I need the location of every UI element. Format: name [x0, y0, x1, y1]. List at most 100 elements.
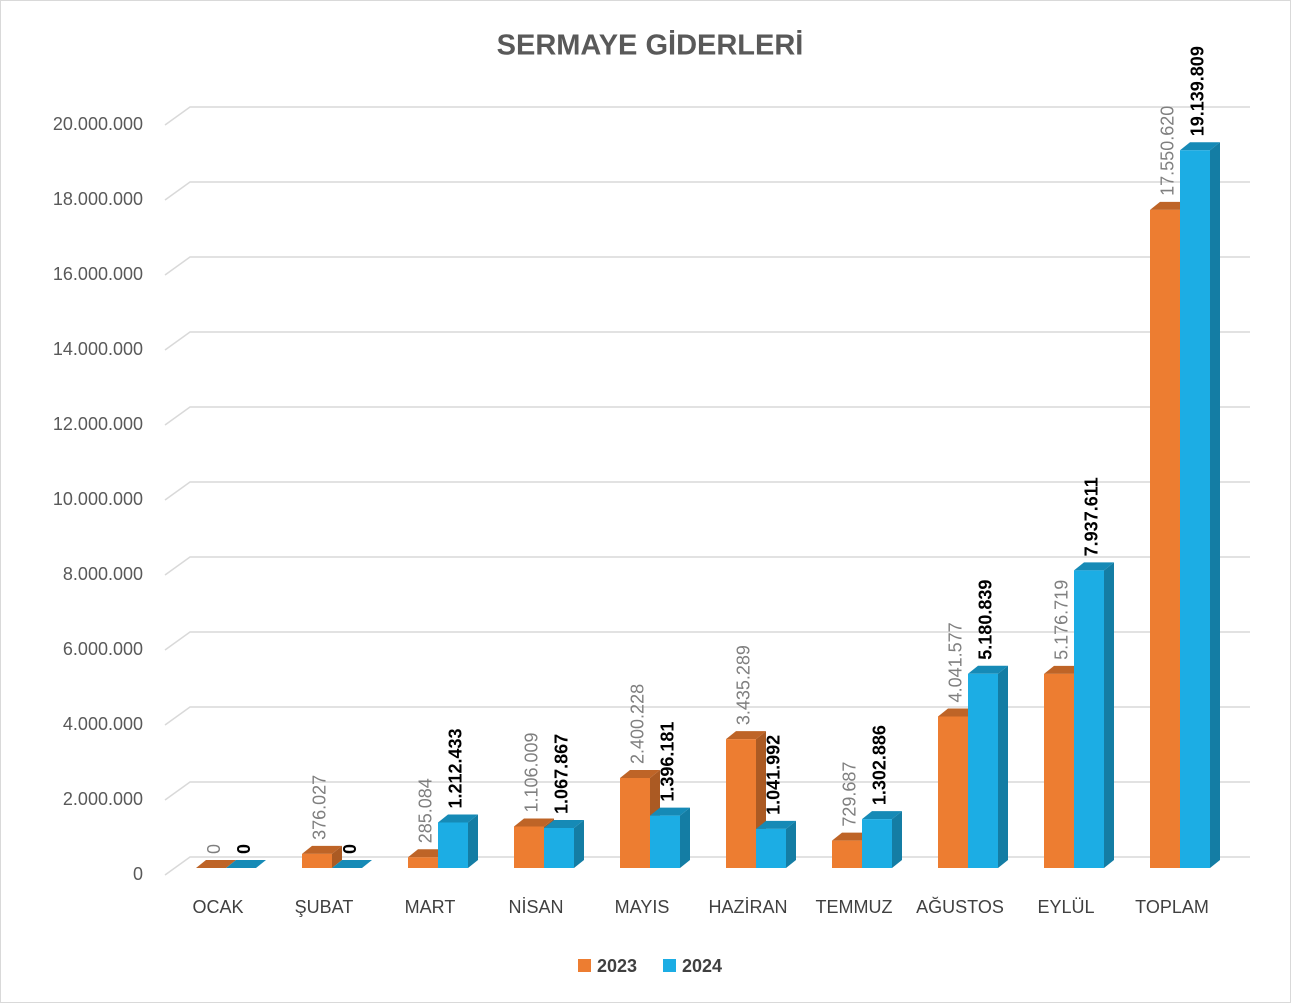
legend-label: 2023 — [597, 956, 637, 976]
x-tick-label: OCAK — [192, 897, 243, 917]
x-tick-label: HAZİRAN — [708, 897, 787, 917]
bar-side — [680, 807, 690, 868]
grid-line — [164, 706, 1250, 726]
bar-top — [544, 819, 584, 828]
x-tick-label: TEMMUZ — [816, 897, 893, 917]
value-label: 1.302.886 — [870, 725, 890, 805]
value-label: 5.176.719 — [1052, 580, 1072, 660]
x-tick-label: ŞUBAT — [295, 897, 354, 917]
x-tick-label: MART — [405, 897, 456, 917]
bar — [544, 819, 584, 868]
bar-top — [302, 845, 342, 854]
value-label: 285.084 — [416, 778, 436, 843]
y-tick-label: 0 — [133, 864, 143, 884]
bar-side — [998, 665, 1008, 868]
bar — [968, 665, 1008, 868]
value-label: 1.106.009 — [522, 732, 542, 812]
grid-line — [164, 631, 1250, 651]
bar — [756, 820, 796, 868]
bar-front — [620, 777, 650, 868]
legend-swatch — [663, 959, 676, 972]
bar-side — [786, 820, 796, 868]
y-tick-label: 4.000.000 — [63, 714, 143, 734]
grid-line — [164, 406, 1250, 426]
bar-side — [1104, 562, 1114, 868]
bar — [438, 814, 478, 868]
bar-top — [968, 665, 1008, 674]
grid-line — [164, 331, 1250, 351]
y-tick-label: 2.000.000 — [63, 789, 143, 809]
bar — [650, 807, 690, 868]
grid-line — [164, 781, 1250, 801]
bar-side — [332, 845, 342, 868]
bar-top — [438, 814, 478, 823]
value-label: 1.212.433 — [446, 728, 466, 808]
bar-top — [332, 860, 372, 868]
value-label: 5.180.839 — [976, 580, 996, 660]
grid-line — [164, 556, 1250, 576]
bar-top — [226, 860, 266, 868]
bar — [1074, 562, 1114, 868]
bar — [1180, 142, 1220, 869]
x-tick-label: TOPLAM — [1135, 897, 1209, 917]
legend-swatch — [578, 959, 591, 972]
bar — [196, 860, 236, 868]
y-tick-label: 18.000.000 — [53, 189, 143, 209]
bar — [862, 811, 902, 868]
value-label: 19.139.809 — [1188, 46, 1208, 136]
value-label: 0 — [234, 844, 254, 854]
bar-front — [302, 853, 332, 868]
bar-front — [408, 857, 438, 868]
value-label: 7.937.611 — [1082, 477, 1102, 556]
bar-top — [1074, 562, 1114, 571]
bar-front — [832, 840, 862, 868]
grid-line — [164, 481, 1250, 501]
bar-front — [544, 827, 574, 868]
bar-front — [726, 739, 756, 868]
bar-top — [650, 807, 690, 816]
value-label: 1.396.181 — [658, 722, 678, 802]
bar-front — [1150, 209, 1180, 868]
x-tick-label: NİSAN — [508, 897, 563, 917]
value-label: 1.067.867 — [552, 734, 572, 814]
value-label: 2.400.228 — [628, 684, 648, 764]
legend-label: 2024 — [682, 956, 722, 976]
bar-top — [756, 820, 796, 829]
x-tick-label: AĞUSTOS — [916, 896, 1004, 917]
bar-top — [620, 769, 660, 778]
value-label: 729.687 — [840, 762, 860, 827]
bar-top — [726, 731, 766, 740]
bar-side — [892, 811, 902, 868]
bar-front — [650, 815, 680, 868]
bar-front — [1044, 673, 1074, 868]
y-tick-label: 8.000.000 — [63, 564, 143, 584]
chart-title: SERMAYE GİDERLERİ — [497, 30, 804, 62]
y-tick-label: 16.000.000 — [53, 264, 143, 284]
x-tick-label: MAYIS — [615, 897, 670, 917]
value-label: 17.550.620 — [1158, 106, 1178, 196]
bar — [332, 860, 372, 868]
bar-front — [938, 716, 968, 868]
bar-front — [968, 673, 998, 868]
bar-top — [862, 811, 902, 820]
y-tick-label: 14.000.000 — [53, 339, 143, 359]
value-label: 376.027 — [310, 775, 330, 840]
y-tick-label: 20.000.000 — [53, 114, 143, 134]
y-tick-label: 6.000.000 — [63, 639, 143, 659]
bar-side — [574, 819, 584, 868]
bar-top — [514, 818, 554, 827]
bar-front — [862, 819, 892, 868]
value-label: 4.041.577 — [946, 622, 966, 702]
bar-front — [514, 826, 544, 868]
bar-side — [1210, 142, 1220, 869]
y-tick-label: 12.000.000 — [53, 414, 143, 434]
bar-side — [468, 814, 478, 868]
bar-front — [1180, 150, 1210, 869]
bar — [226, 860, 266, 868]
bar-top — [196, 860, 236, 868]
bar-top — [1180, 142, 1220, 151]
value-label: 1.041.992 — [764, 735, 784, 815]
x-tick-label: EYLÜL — [1037, 897, 1094, 917]
value-label: 0 — [204, 844, 224, 854]
bar-front — [1074, 570, 1104, 868]
